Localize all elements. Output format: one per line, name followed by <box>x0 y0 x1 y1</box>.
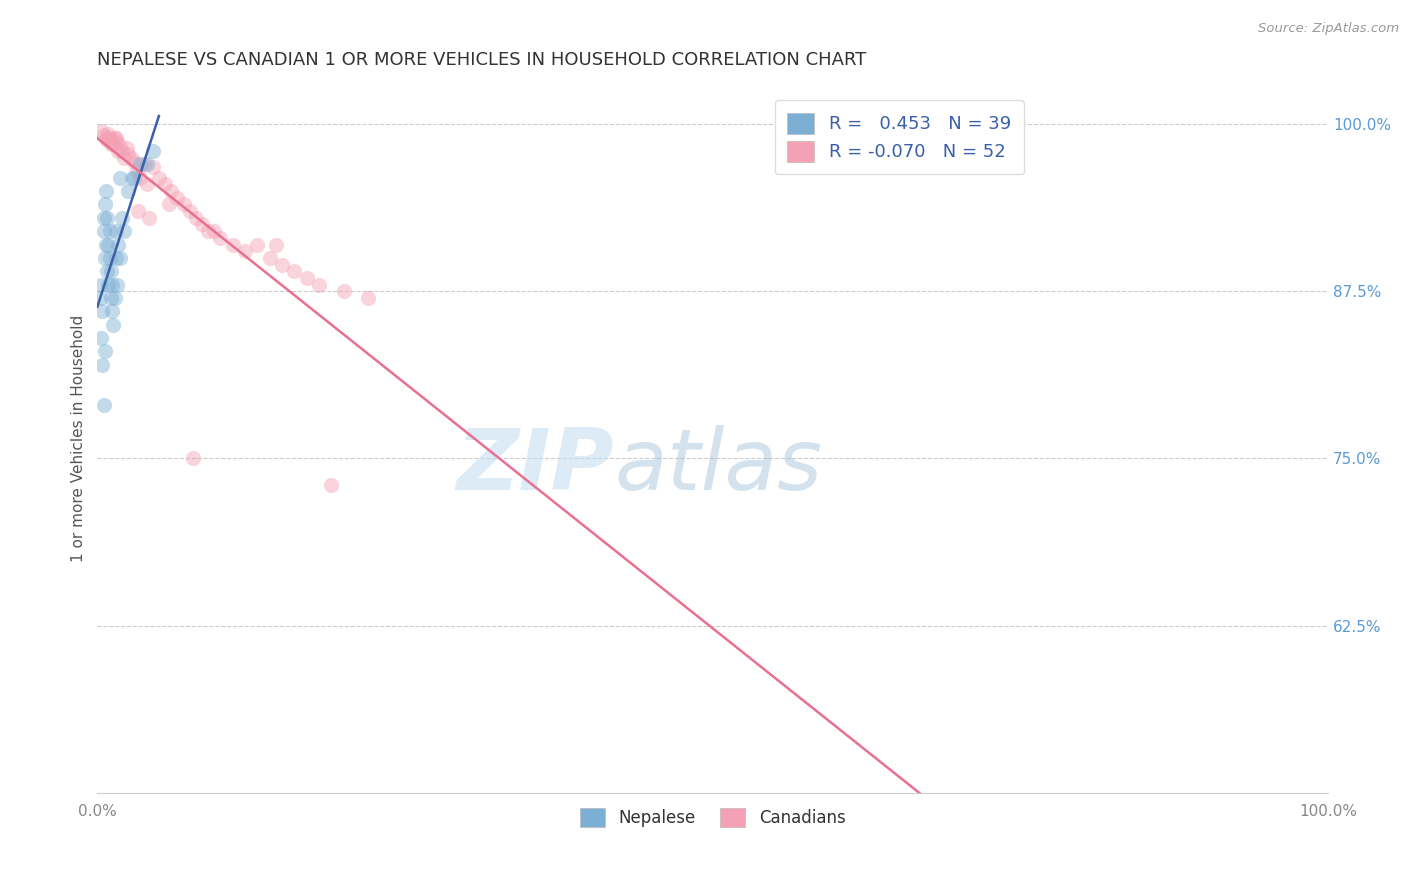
Point <box>93 251 115 265</box>
Point <box>197 224 219 238</box>
Text: ZIP: ZIP <box>457 425 614 508</box>
Point <box>105 277 128 292</box>
Point <box>142 144 165 158</box>
Point <box>134 157 156 171</box>
Point <box>173 197 195 211</box>
Point <box>93 344 115 359</box>
Point <box>91 304 114 318</box>
Point <box>93 398 115 412</box>
Point <box>103 130 125 145</box>
Point <box>108 138 131 153</box>
Point <box>93 197 115 211</box>
Point <box>103 318 125 332</box>
Point <box>222 237 245 252</box>
Point <box>101 277 124 292</box>
Point <box>103 137 125 152</box>
Point <box>129 157 152 171</box>
Point <box>112 224 135 238</box>
Point <box>295 271 318 285</box>
Point <box>100 264 122 278</box>
Point <box>184 211 207 225</box>
Point <box>108 170 131 185</box>
Point <box>209 231 232 245</box>
Point <box>271 258 294 272</box>
Point <box>107 144 129 158</box>
Text: Source: ZipAtlas.com: Source: ZipAtlas.com <box>1258 22 1399 36</box>
Point <box>121 170 143 185</box>
Point <box>179 204 201 219</box>
Point <box>129 170 152 185</box>
Point <box>90 277 112 292</box>
Point <box>124 170 146 185</box>
Point <box>246 237 269 252</box>
Point <box>94 130 117 145</box>
Point <box>321 478 343 492</box>
Point <box>108 251 131 265</box>
Point <box>94 184 117 198</box>
Point <box>264 237 287 252</box>
Point <box>308 277 330 292</box>
Point <box>101 133 124 147</box>
Point <box>112 151 135 165</box>
Point <box>160 184 183 198</box>
Point <box>93 224 115 238</box>
Point <box>96 133 118 147</box>
Point <box>93 128 115 142</box>
Point <box>357 291 380 305</box>
Point <box>94 237 117 252</box>
Point <box>105 135 128 149</box>
Point <box>98 130 121 145</box>
Point <box>135 157 157 171</box>
Point <box>148 170 170 185</box>
Point <box>90 124 112 138</box>
Point <box>283 264 305 278</box>
Point <box>259 251 281 265</box>
Point <box>111 211 134 225</box>
Point <box>91 358 114 372</box>
Point <box>233 244 256 259</box>
Point <box>111 144 134 158</box>
Point <box>115 141 138 155</box>
Point <box>166 191 188 205</box>
Point <box>97 237 120 252</box>
Point <box>100 291 122 305</box>
Point <box>124 154 146 169</box>
Point <box>96 264 118 278</box>
Point <box>127 204 149 219</box>
Point <box>183 451 205 466</box>
Point <box>157 197 180 211</box>
Point <box>89 291 111 305</box>
Point <box>120 151 142 165</box>
Point <box>191 218 214 232</box>
Point <box>90 331 112 345</box>
Point <box>125 164 148 178</box>
Point <box>103 291 125 305</box>
Point <box>135 178 157 192</box>
Point <box>104 130 127 145</box>
Y-axis label: 1 or more Vehicles in Household: 1 or more Vehicles in Household <box>72 315 86 562</box>
Legend: Nepalese, Canadians: Nepalese, Canadians <box>574 801 852 834</box>
Point <box>101 304 124 318</box>
Point <box>142 160 165 174</box>
Point <box>104 224 127 238</box>
Point <box>104 251 127 265</box>
Point <box>97 277 120 292</box>
Point <box>202 224 225 238</box>
Point <box>117 146 139 161</box>
Text: atlas: atlas <box>614 425 823 508</box>
Point <box>98 224 121 238</box>
Point <box>96 211 118 225</box>
Point <box>93 211 115 225</box>
Text: NEPALESE VS CANADIAN 1 OR MORE VEHICLES IN HOUSEHOLD CORRELATION CHART: NEPALESE VS CANADIAN 1 OR MORE VEHICLES … <box>97 51 866 69</box>
Point <box>153 178 176 192</box>
Point <box>117 184 139 198</box>
Point <box>107 237 129 252</box>
Point <box>138 211 160 225</box>
Point <box>98 251 121 265</box>
Point <box>100 137 122 152</box>
Point <box>332 285 354 299</box>
Point <box>97 127 120 141</box>
